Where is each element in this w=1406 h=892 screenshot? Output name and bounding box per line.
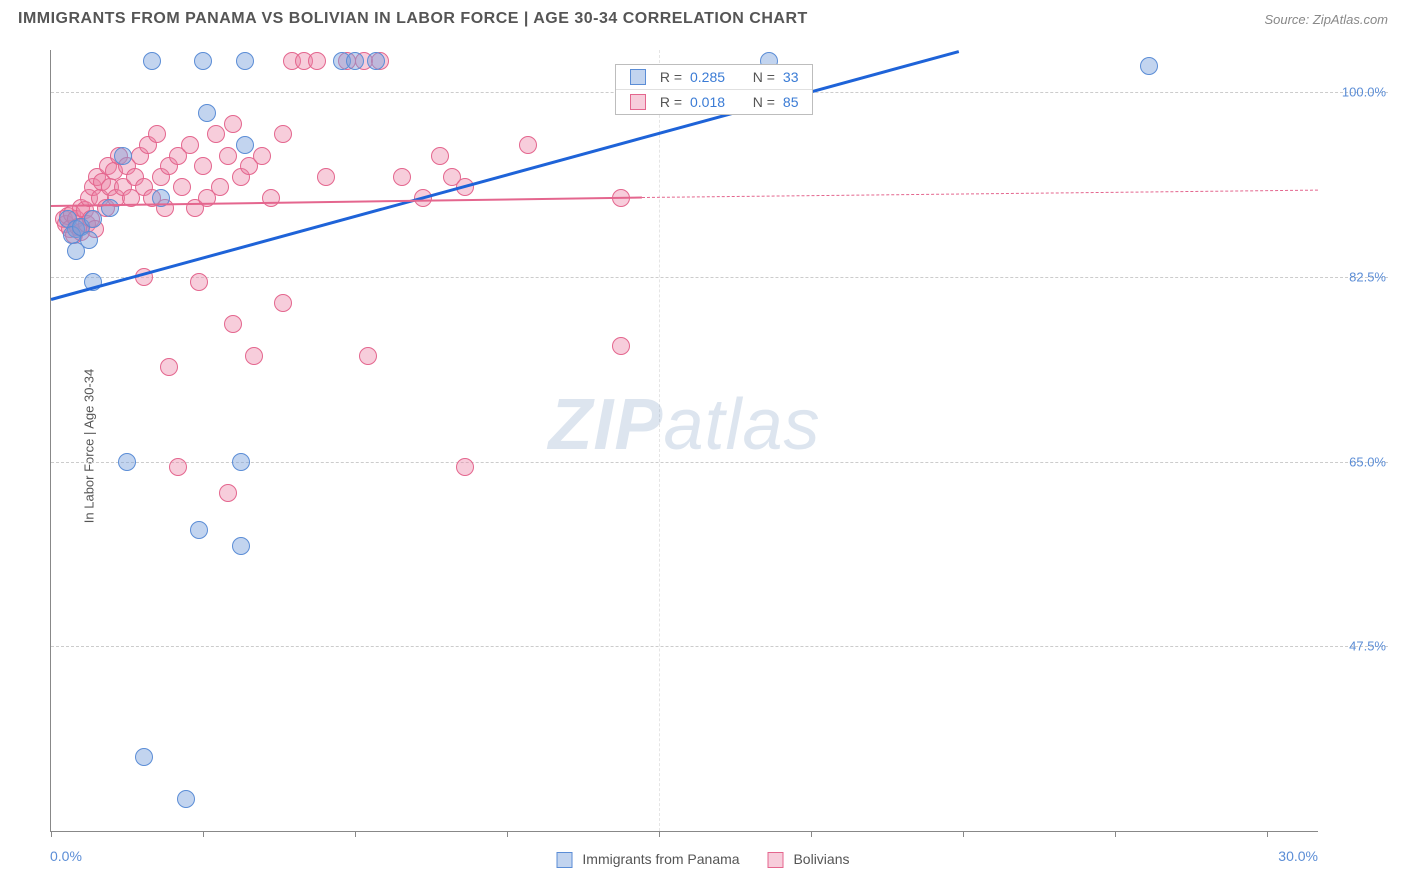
scatter-point-panama: [177, 790, 195, 808]
scatter-point-panama: [190, 521, 208, 539]
chart-title: IMMIGRANTS FROM PANAMA VS BOLIVIAN IN LA…: [18, 10, 808, 28]
gridline-vertical: [659, 50, 660, 831]
scatter-point-panama: [232, 453, 250, 471]
scatter-point-bolivians: [317, 168, 335, 186]
scatter-point-panama: [84, 210, 102, 228]
inset-legend-row-bolivians: R = 0.018 N = 85: [616, 90, 813, 114]
inset-n-label: N =: [753, 69, 775, 85]
inset-legend: R = 0.285 N = 33R = 0.018 N = 85: [615, 64, 814, 115]
trendline-dashed: [642, 189, 1318, 197]
x-tick: [51, 831, 52, 837]
chart-container: IMMIGRANTS FROM PANAMA VS BOLIVIAN IN LA…: [0, 0, 1406, 892]
source-attribution: Source: ZipAtlas.com: [1264, 12, 1388, 27]
scatter-point-bolivians: [169, 458, 187, 476]
scatter-point-bolivians: [148, 125, 166, 143]
scatter-point-bolivians: [219, 484, 237, 502]
watermark-atlas: atlas: [663, 385, 820, 465]
x-tick: [203, 831, 204, 837]
inset-swatch-bolivians: [630, 94, 646, 110]
scatter-point-bolivians: [160, 358, 178, 376]
scatter-point-bolivians: [431, 147, 449, 165]
scatter-point-bolivians: [359, 347, 377, 365]
scatter-point-bolivians: [211, 178, 229, 196]
scatter-point-bolivians: [219, 147, 237, 165]
legend-label-bolivians: Bolivians: [793, 851, 849, 867]
scatter-point-bolivians: [612, 337, 630, 355]
scatter-point-panama: [114, 147, 132, 165]
inset-r-label: R =: [660, 69, 682, 85]
title-bar: IMMIGRANTS FROM PANAMA VS BOLIVIAN IN LA…: [0, 0, 1406, 36]
scatter-point-panama: [236, 52, 254, 70]
scatter-point-bolivians: [190, 273, 208, 291]
scatter-point-panama: [232, 537, 250, 555]
gridline-horizontal: [51, 462, 1388, 463]
gridline-horizontal: [51, 646, 1388, 647]
scatter-point-panama: [198, 104, 216, 122]
scatter-point-bolivians: [308, 52, 326, 70]
scatter-point-bolivians: [194, 157, 212, 175]
y-tick-label: 100.0%: [1342, 85, 1386, 100]
bottom-legend: Immigrants from Panama Bolivians: [557, 851, 850, 868]
scatter-point-bolivians: [173, 178, 191, 196]
scatter-point-panama: [236, 136, 254, 154]
legend-swatch-panama: [557, 852, 573, 868]
scatter-point-panama: [118, 453, 136, 471]
legend-item-panama: Immigrants from Panama: [557, 851, 740, 868]
y-tick-label: 82.5%: [1349, 269, 1386, 284]
scatter-point-panama: [135, 748, 153, 766]
x-tick: [811, 831, 812, 837]
scatter-point-bolivians: [262, 189, 280, 207]
plot-area: ZIPatlas 100.0%82.5%65.0%47.5%R = 0.285 …: [50, 50, 1318, 832]
scatter-point-panama: [80, 231, 98, 249]
x-tick: [1115, 831, 1116, 837]
scatter-point-bolivians: [181, 136, 199, 154]
scatter-point-panama: [1140, 57, 1158, 75]
inset-legend-row-panama: R = 0.285 N = 33: [616, 65, 813, 90]
inset-n-value-bolivians: 85: [783, 94, 799, 110]
x-tick: [507, 831, 508, 837]
scatter-point-bolivians: [393, 168, 411, 186]
x-tick: [963, 831, 964, 837]
legend-label-panama: Immigrants from Panama: [582, 851, 739, 867]
scatter-point-panama: [194, 52, 212, 70]
watermark-zip: ZIP: [548, 385, 663, 465]
inset-n-label: N =: [753, 94, 775, 110]
scatter-point-panama: [143, 52, 161, 70]
watermark: ZIPatlas: [548, 384, 820, 466]
inset-r-value-panama: 0.285: [690, 69, 725, 85]
scatter-point-panama: [367, 52, 385, 70]
scatter-point-panama: [346, 52, 364, 70]
scatter-point-bolivians: [456, 458, 474, 476]
y-tick-label: 47.5%: [1349, 639, 1386, 654]
scatter-point-bolivians: [253, 147, 271, 165]
legend-swatch-bolivians: [768, 852, 784, 868]
x-tick: [1267, 831, 1268, 837]
scatter-point-bolivians: [245, 347, 263, 365]
scatter-point-bolivians: [274, 125, 292, 143]
y-tick-label: 65.0%: [1349, 454, 1386, 469]
inset-n-value-panama: 33: [783, 69, 799, 85]
x-axis-max-label: 30.0%: [1278, 848, 1318, 864]
scatter-point-panama: [101, 199, 119, 217]
scatter-point-bolivians: [224, 315, 242, 333]
gridline-horizontal: [51, 277, 1388, 278]
x-axis-min-label: 0.0%: [50, 848, 82, 864]
plot-wrap: ZIPatlas 100.0% 82.5% 65.0% 47.5% R = 0.285 …: [50, 50, 1388, 832]
scatter-point-bolivians: [519, 136, 537, 154]
legend-item-bolivians: Bolivians: [768, 851, 850, 868]
scatter-point-bolivians: [207, 125, 225, 143]
inset-r-value-bolivians: 0.018: [690, 94, 725, 110]
x-tick: [659, 831, 660, 837]
x-tick: [355, 831, 356, 837]
scatter-point-bolivians: [274, 294, 292, 312]
scatter-point-bolivians: [224, 115, 242, 133]
trendline: [51, 50, 960, 300]
inset-swatch-panama: [630, 69, 646, 85]
inset-r-label: R =: [660, 94, 682, 110]
